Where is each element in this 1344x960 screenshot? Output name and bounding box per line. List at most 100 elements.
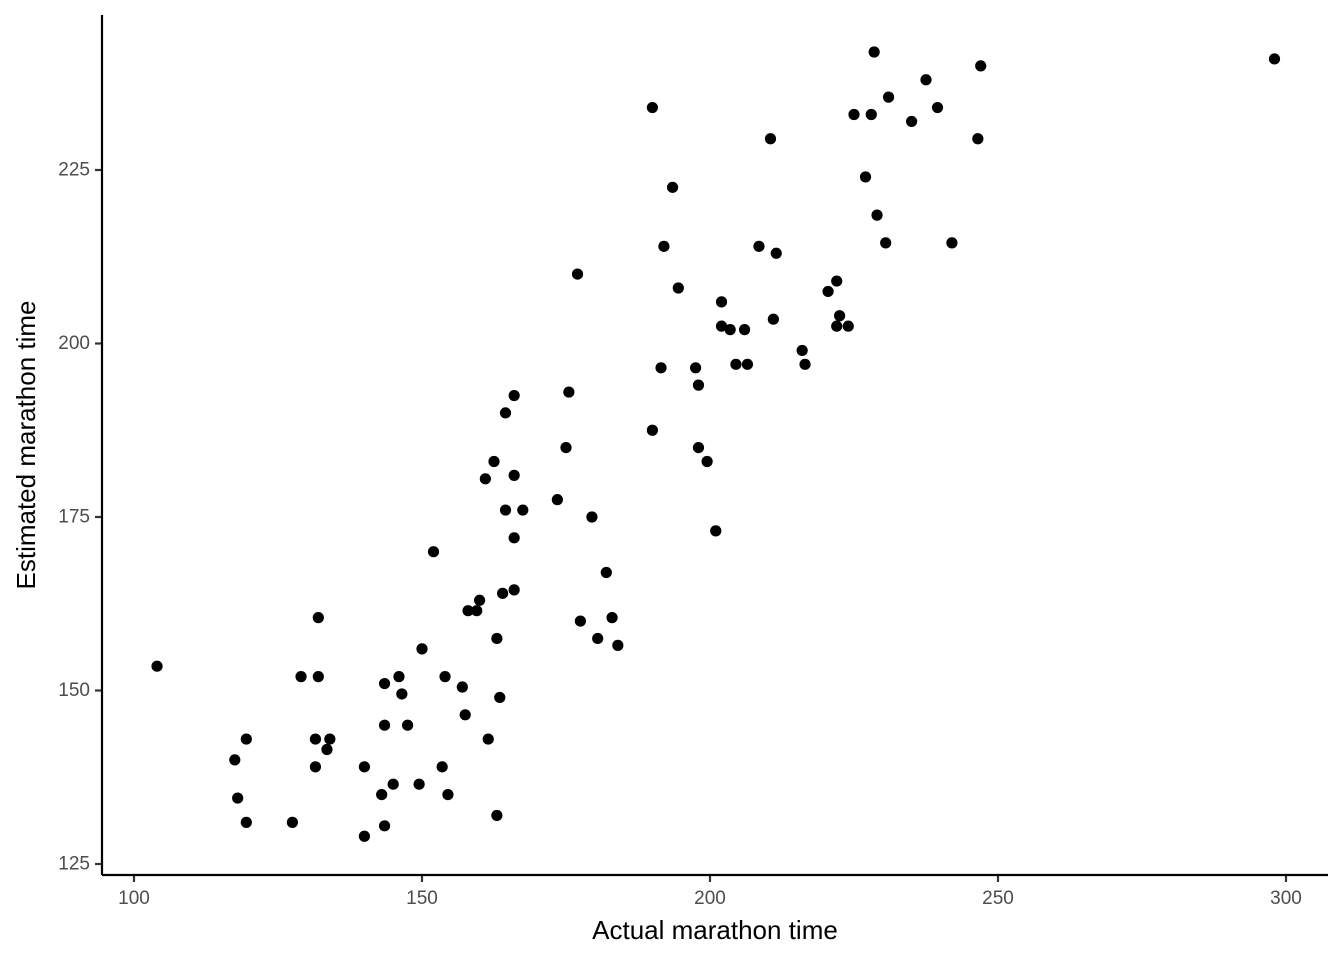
- y-tick-label: 125: [58, 854, 90, 875]
- data-point: [690, 362, 702, 374]
- data-point: [646, 101, 659, 114]
- data-point: [499, 407, 512, 419]
- data-point: [491, 632, 503, 645]
- y-axis-title: Estimated marathon time: [11, 300, 41, 589]
- data-point: [574, 615, 587, 627]
- data-point: [715, 320, 728, 332]
- data-point: [240, 816, 252, 828]
- data-point: [831, 320, 843, 332]
- data-point: [710, 525, 722, 537]
- data-point: [309, 761, 322, 773]
- data-point: [701, 455, 713, 468]
- data-point: [427, 546, 440, 558]
- data-point: [376, 789, 388, 801]
- data-point: [880, 237, 892, 249]
- data-point: [724, 324, 736, 336]
- data-point: [868, 46, 880, 58]
- data-point: [442, 789, 454, 801]
- data-point: [508, 389, 520, 402]
- data-point: [560, 442, 572, 454]
- data-point: [770, 247, 782, 259]
- data-point: [586, 511, 598, 523]
- data-point: [387, 778, 399, 790]
- data-point: [871, 209, 883, 221]
- data-point: [831, 275, 843, 287]
- data-point: [413, 778, 425, 790]
- data-point: [655, 362, 667, 374]
- data-point: [767, 313, 779, 325]
- data-point: [646, 424, 659, 436]
- x-tick-label: 250: [982, 888, 1014, 909]
- data-point: [571, 268, 584, 280]
- data-point: [456, 681, 468, 693]
- y-tick-label: 200: [58, 333, 90, 354]
- data-point: [402, 719, 414, 731]
- data-point: [324, 733, 336, 745]
- data-point: [378, 719, 391, 731]
- data-point: [563, 386, 575, 398]
- data-point: [479, 473, 491, 485]
- data-point: [865, 108, 877, 121]
- data-point: [975, 60, 987, 72]
- data-point: [499, 504, 512, 516]
- data-point: [741, 358, 754, 370]
- data-point: [295, 671, 307, 683]
- data-point: [848, 108, 860, 121]
- data-point: [692, 379, 705, 391]
- data-point: [600, 566, 612, 579]
- data-point: [229, 754, 241, 766]
- y-tick-label: 150: [58, 680, 90, 701]
- data-point: [692, 442, 705, 454]
- data-point: [730, 358, 742, 370]
- data-point: [309, 733, 322, 745]
- data-point: [378, 677, 391, 690]
- data-point: [920, 74, 932, 86]
- data-point: [715, 296, 728, 308]
- data-point: [931, 101, 944, 114]
- data-point: [471, 605, 483, 617]
- data-point: [312, 612, 324, 624]
- data-point: [436, 761, 448, 773]
- data-point: [859, 171, 872, 183]
- data-point: [232, 792, 244, 804]
- data-point: [551, 494, 563, 506]
- data-point: [672, 282, 684, 294]
- data-point: [906, 115, 918, 128]
- data-point: [612, 639, 624, 651]
- data-point: [321, 743, 333, 756]
- data-point: [658, 240, 670, 252]
- data-point: [972, 133, 984, 145]
- data-point: [606, 612, 618, 624]
- data-point: [474, 594, 486, 606]
- y-tick-label: 225: [58, 160, 90, 181]
- x-axis-ticks: 100 150 200 250 300: [118, 875, 1302, 909]
- data-point: [378, 820, 391, 832]
- data-point: [482, 733, 494, 745]
- data-point: [416, 643, 428, 655]
- data-point: [764, 133, 777, 145]
- data-point: [1268, 53, 1281, 65]
- data-point: [439, 671, 451, 683]
- data-points: [151, 46, 1281, 842]
- data-point: [240, 733, 252, 745]
- data-point: [834, 310, 846, 322]
- data-point: [882, 91, 895, 103]
- data-point: [822, 285, 834, 298]
- x-tick-label: 200: [694, 888, 726, 909]
- data-point: [393, 671, 405, 683]
- data-point: [796, 344, 808, 357]
- data-point: [396, 688, 408, 700]
- data-point: [286, 816, 298, 828]
- data-point: [842, 320, 854, 332]
- data-point: [358, 830, 370, 842]
- data-point: [946, 237, 958, 249]
- data-point: [497, 587, 509, 599]
- data-point: [494, 691, 506, 704]
- x-tick-label: 100: [118, 888, 150, 909]
- x-tick-label: 150: [406, 888, 438, 909]
- data-point: [508, 532, 520, 544]
- data-point: [462, 605, 474, 617]
- data-point: [666, 181, 679, 193]
